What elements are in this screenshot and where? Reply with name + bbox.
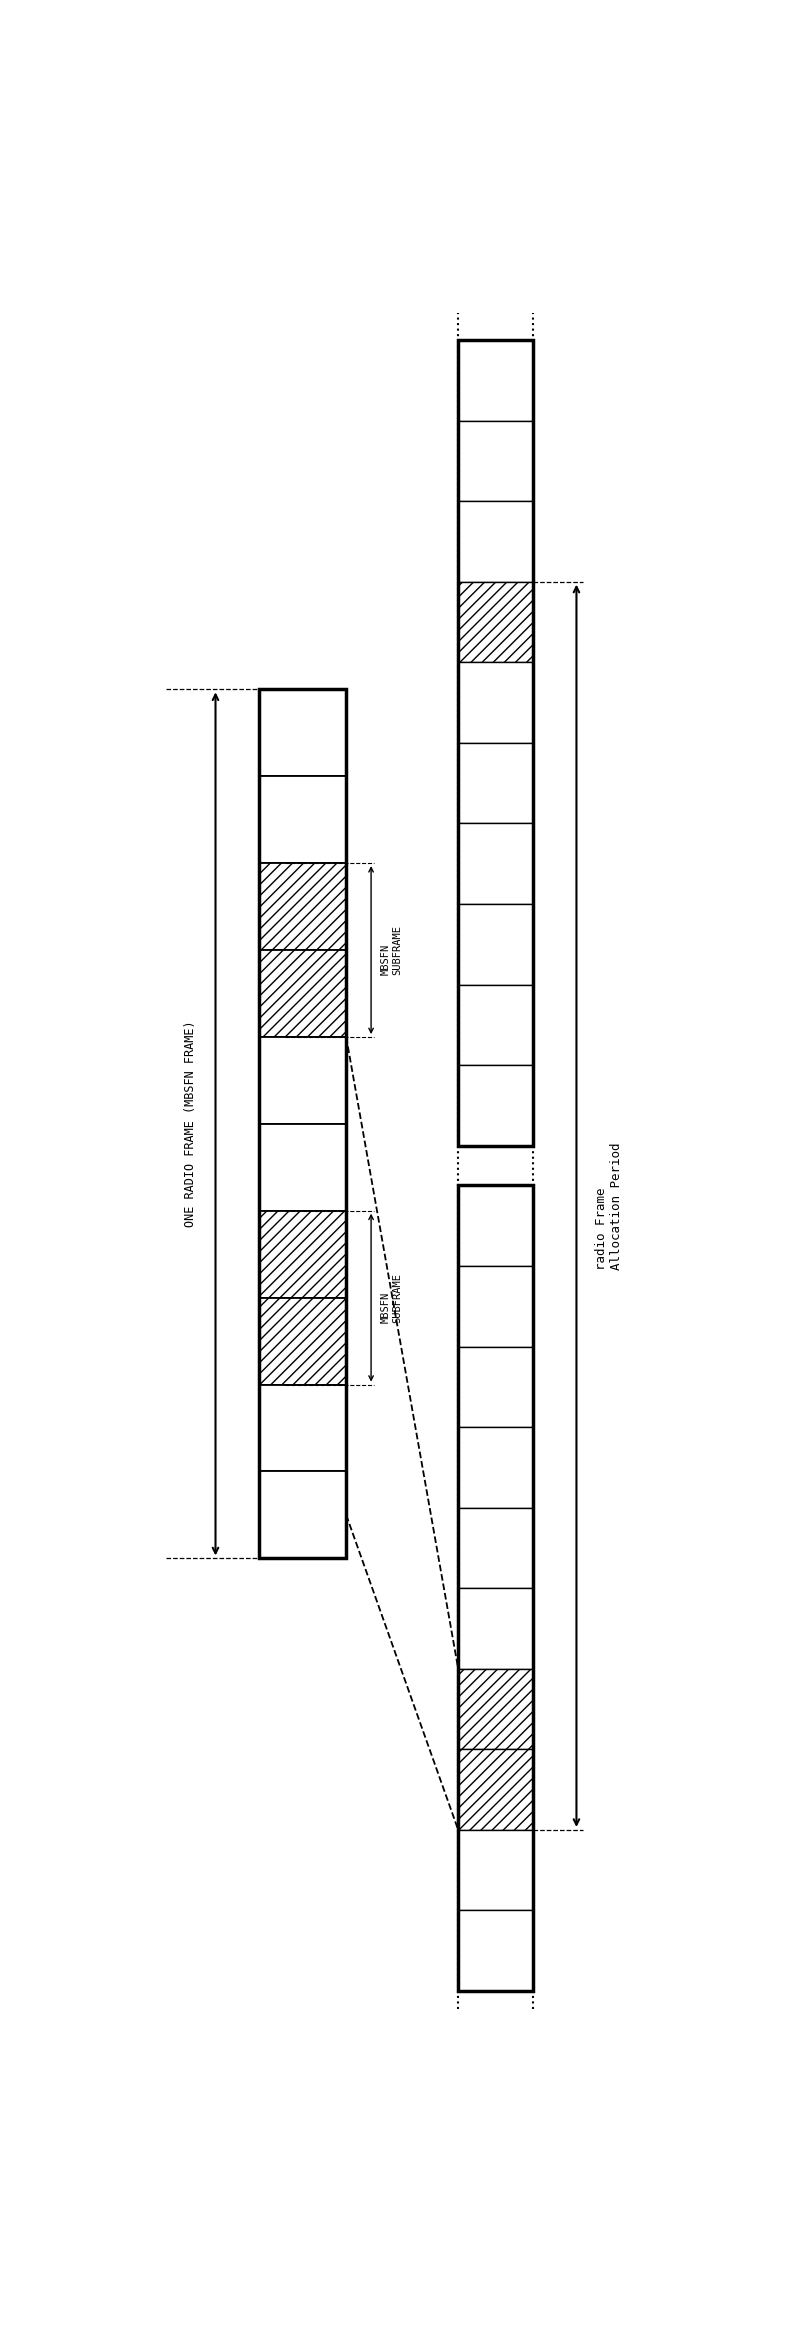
Bar <box>458 903 533 985</box>
Bar <box>259 863 346 950</box>
Bar <box>458 743 533 823</box>
Bar <box>458 823 533 903</box>
Bar <box>458 1749 533 1829</box>
Bar <box>458 1185 533 1991</box>
Bar <box>458 1427 533 1507</box>
Bar <box>259 1037 346 1124</box>
Bar <box>259 1124 346 1211</box>
Bar <box>259 1385 346 1472</box>
Bar <box>259 689 346 1559</box>
Bar <box>458 1347 533 1427</box>
Bar <box>458 341 533 1145</box>
Bar <box>458 1669 533 1749</box>
Bar <box>458 1829 533 1911</box>
Bar <box>458 1507 533 1589</box>
Bar <box>259 689 346 776</box>
Text: ONE RADIO FRAME (MBSFN FRAME): ONE RADIO FRAME (MBSFN FRAME) <box>184 1020 196 1227</box>
Bar <box>458 341 533 421</box>
Text: MBSFN
SUBFRAME: MBSFN SUBFRAME <box>380 924 402 976</box>
Bar <box>259 863 346 950</box>
Bar <box>458 421 533 501</box>
Bar <box>458 1669 533 1749</box>
Bar <box>458 1065 533 1145</box>
Bar <box>458 985 533 1065</box>
Bar <box>259 950 346 1037</box>
Bar <box>259 1298 346 1385</box>
Text: MBSFN
SUBFRAME: MBSFN SUBFRAME <box>380 1272 402 1324</box>
Bar <box>259 1211 346 1298</box>
Bar <box>458 501 533 581</box>
Bar <box>458 1911 533 1991</box>
Bar <box>259 776 346 863</box>
Bar <box>458 663 533 743</box>
Bar <box>259 1211 346 1298</box>
Bar <box>458 581 533 663</box>
Bar <box>458 1265 533 1347</box>
Bar <box>259 1472 346 1559</box>
Bar <box>259 1298 346 1385</box>
Text: radio Frame
Allocation Period: radio Frame Allocation Period <box>594 1143 622 1270</box>
Bar <box>259 950 346 1037</box>
Bar <box>458 581 533 663</box>
Bar <box>458 1185 533 1265</box>
Bar <box>458 1589 533 1669</box>
Bar <box>458 1749 533 1829</box>
